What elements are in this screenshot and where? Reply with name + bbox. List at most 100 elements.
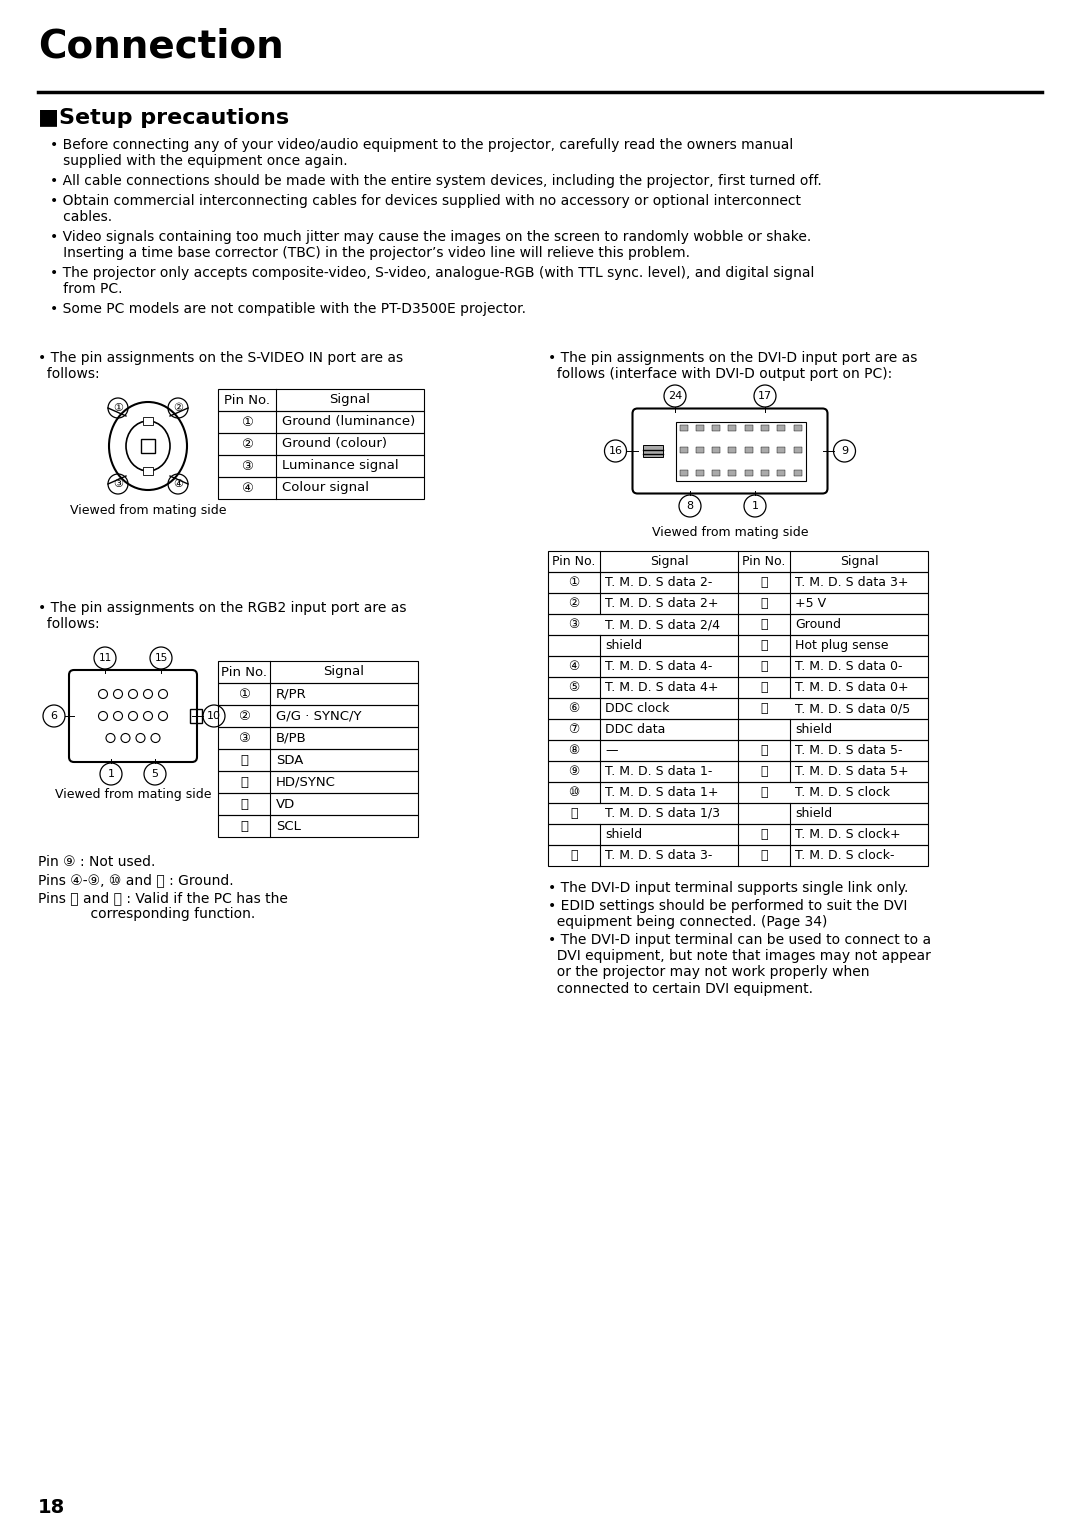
- Text: Pin No.: Pin No.: [221, 665, 267, 679]
- Text: Hot plug sense: Hot plug sense: [795, 639, 889, 652]
- Text: • EDID settings should be performed to suit the DVI
  equipment being connected.: • EDID settings should be performed to s…: [548, 899, 907, 929]
- Text: shield: shield: [605, 639, 643, 652]
- Bar: [548, 761, 928, 781]
- Bar: [679, 470, 688, 476]
- Bar: [548, 719, 928, 740]
- Bar: [548, 803, 928, 824]
- Bar: [744, 447, 753, 453]
- Bar: [190, 710, 202, 723]
- Bar: [794, 447, 801, 453]
- Bar: [218, 478, 424, 499]
- Text: ⑫: ⑫: [570, 848, 578, 862]
- Text: ⑱: ⑱: [760, 681, 768, 694]
- Bar: [679, 424, 688, 430]
- Text: —: —: [605, 745, 618, 757]
- Text: • The pin assignments on the DVI-D input port are as
  follows (interface with D: • The pin assignments on the DVI-D input…: [548, 351, 917, 382]
- Text: Pins ④-⑨, ⑩ and ⑪ : Ground.: Pins ④-⑨, ⑩ and ⑪ : Ground.: [38, 873, 233, 887]
- Text: ⑶: ⑶: [760, 829, 768, 841]
- Text: 11: 11: [98, 653, 111, 662]
- Text: Viewed from mating side: Viewed from mating side: [70, 504, 226, 517]
- Bar: [218, 455, 424, 478]
- Text: 5: 5: [151, 769, 159, 778]
- Bar: [712, 447, 720, 453]
- Text: 24: 24: [667, 391, 683, 401]
- Text: ②: ②: [173, 403, 183, 414]
- Bar: [696, 447, 704, 453]
- Text: SCL: SCL: [276, 819, 301, 833]
- Text: • The projector only accepts composite-video, S-video, analogue-RGB (with TTL sy: • The projector only accepts composite-v…: [50, 266, 814, 296]
- Text: Signal: Signal: [650, 555, 688, 568]
- Text: DDC data: DDC data: [605, 723, 665, 736]
- Text: T. M. D. S data 2-: T. M. D. S data 2-: [605, 575, 713, 589]
- Text: • The DVI-D input terminal can be used to connect to a
  DVI equipment, but note: • The DVI-D input terminal can be used t…: [548, 932, 931, 995]
- Text: Pin No.: Pin No.: [224, 394, 270, 406]
- Text: T. M. D. S clock+: T. M. D. S clock+: [795, 829, 901, 841]
- Text: G/G · SYNC/Y: G/G · SYNC/Y: [276, 710, 362, 722]
- Bar: [548, 824, 928, 845]
- Bar: [548, 697, 928, 719]
- Text: ⑳: ⑳: [760, 745, 768, 757]
- Text: Colour signal: Colour signal: [282, 482, 369, 494]
- Text: 1: 1: [108, 769, 114, 778]
- Text: 17: 17: [758, 391, 772, 401]
- Bar: [696, 470, 704, 476]
- Text: shield: shield: [605, 829, 643, 841]
- Text: ⑪: ⑪: [570, 807, 578, 819]
- Text: ⑵: ⑵: [760, 786, 768, 800]
- Text: ②: ②: [241, 438, 253, 450]
- Text: • All cable connections should be made with the entire system devices, including: • All cable connections should be made w…: [50, 174, 822, 188]
- Text: T. M. D. S data 1+: T. M. D. S data 1+: [605, 786, 718, 800]
- Text: HD/SYNC: HD/SYNC: [276, 775, 336, 789]
- Text: ④: ④: [173, 479, 183, 488]
- Text: T. M. D. S clock-: T. M. D. S clock-: [795, 848, 894, 862]
- Text: 18: 18: [38, 1499, 65, 1517]
- Text: T. M. D. S data 0-: T. M. D. S data 0-: [795, 661, 903, 673]
- Bar: [548, 845, 928, 865]
- Bar: [728, 470, 737, 476]
- Bar: [696, 424, 704, 430]
- Text: Pin No.: Pin No.: [742, 555, 785, 568]
- Text: B/PB: B/PB: [276, 731, 307, 745]
- Text: Ground (luminance): Ground (luminance): [282, 415, 415, 429]
- Bar: [548, 551, 928, 572]
- Text: • The DVI-D input terminal supports single link only.: • The DVI-D input terminal supports sing…: [548, 881, 908, 896]
- Text: 6: 6: [51, 711, 57, 720]
- Text: T. M. D. S data 3-: T. M. D. S data 3-: [605, 848, 713, 862]
- Bar: [218, 684, 418, 705]
- Text: VD: VD: [276, 798, 295, 810]
- Text: ①: ①: [238, 688, 249, 700]
- Bar: [548, 613, 928, 635]
- Text: ⑫: ⑫: [240, 754, 248, 766]
- Bar: [778, 424, 785, 430]
- Text: ④: ④: [568, 661, 580, 673]
- Bar: [675, 421, 806, 481]
- Text: R/PR: R/PR: [276, 688, 307, 700]
- Bar: [643, 446, 662, 456]
- Text: • The pin assignments on the RGB2 input port are as
  follows:: • The pin assignments on the RGB2 input …: [38, 601, 406, 632]
- Text: ⑮: ⑮: [760, 618, 768, 630]
- Bar: [218, 410, 424, 433]
- Bar: [218, 794, 418, 815]
- Text: SDA: SDA: [276, 754, 303, 766]
- Bar: [218, 389, 424, 410]
- Text: Connection: Connection: [38, 27, 284, 66]
- Text: ⑩: ⑩: [568, 786, 580, 800]
- Text: Signal: Signal: [839, 555, 878, 568]
- Text: • Some PC models are not compatible with the PT-D3500E projector.: • Some PC models are not compatible with…: [50, 302, 526, 316]
- Bar: [778, 470, 785, 476]
- Text: ⑲: ⑲: [760, 702, 768, 716]
- Text: ③: ③: [238, 731, 249, 745]
- Text: Luminance signal: Luminance signal: [282, 459, 399, 473]
- Text: ⑷: ⑷: [760, 848, 768, 862]
- Text: ⑨: ⑨: [568, 765, 580, 778]
- Text: Signal: Signal: [329, 394, 370, 406]
- Bar: [761, 470, 769, 476]
- Bar: [218, 771, 418, 794]
- Text: 1: 1: [752, 501, 758, 511]
- Text: ①: ①: [241, 415, 253, 429]
- Text: Ground: Ground: [795, 618, 841, 630]
- Text: 8: 8: [687, 501, 693, 511]
- Text: Viewed from mating side: Viewed from mating side: [651, 526, 808, 539]
- Text: T. M. D. S data 5-: T. M. D. S data 5-: [795, 745, 903, 757]
- Text: • The pin assignments on the S-VIDEO IN port are as
  follows:: • The pin assignments on the S-VIDEO IN …: [38, 351, 403, 382]
